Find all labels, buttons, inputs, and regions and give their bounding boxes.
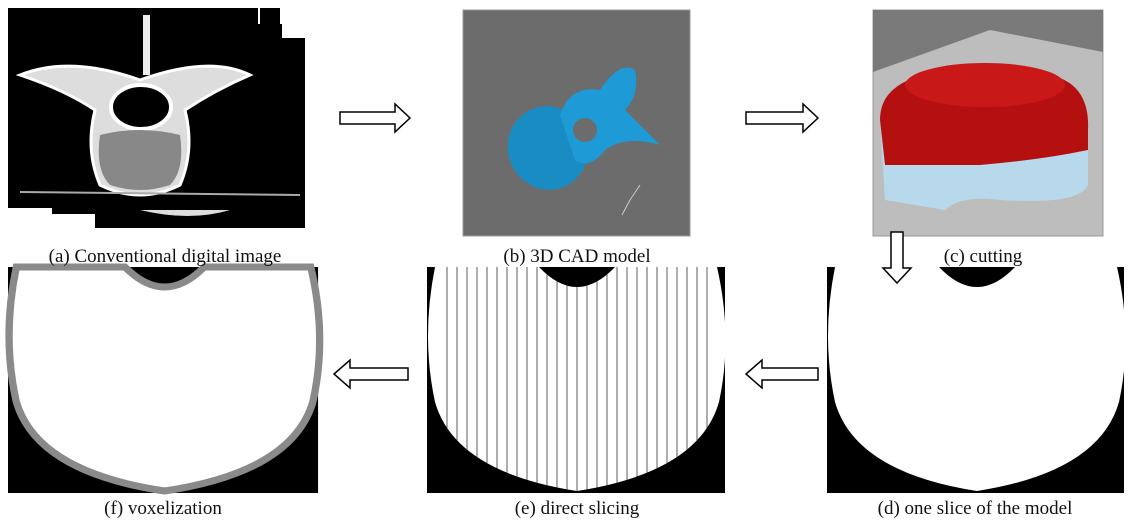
caption: (a) Conventional digital image [49, 246, 282, 267]
figure: (a) Conventional digital image (b) 3D CA… [0, 0, 1132, 520]
ct-image-stack [8, 8, 305, 228]
voxelization-image [8, 267, 320, 493]
caption: (d) one slice of the model [878, 498, 1073, 519]
slice-image [827, 267, 1126, 493]
cut-model [873, 10, 1103, 236]
direct-slicing-image [427, 267, 726, 493]
caption: (b) 3D CAD model [503, 246, 650, 267]
caption: (e) direct slicing [515, 498, 640, 519]
arrow-right [340, 104, 410, 132]
caption: (c) cutting [944, 246, 1023, 267]
arrow-left [334, 360, 408, 388]
arrow-left [746, 360, 818, 388]
arrow-right [746, 104, 818, 132]
cad-model [463, 10, 690, 236]
caption: (f) voxelization [104, 498, 222, 519]
